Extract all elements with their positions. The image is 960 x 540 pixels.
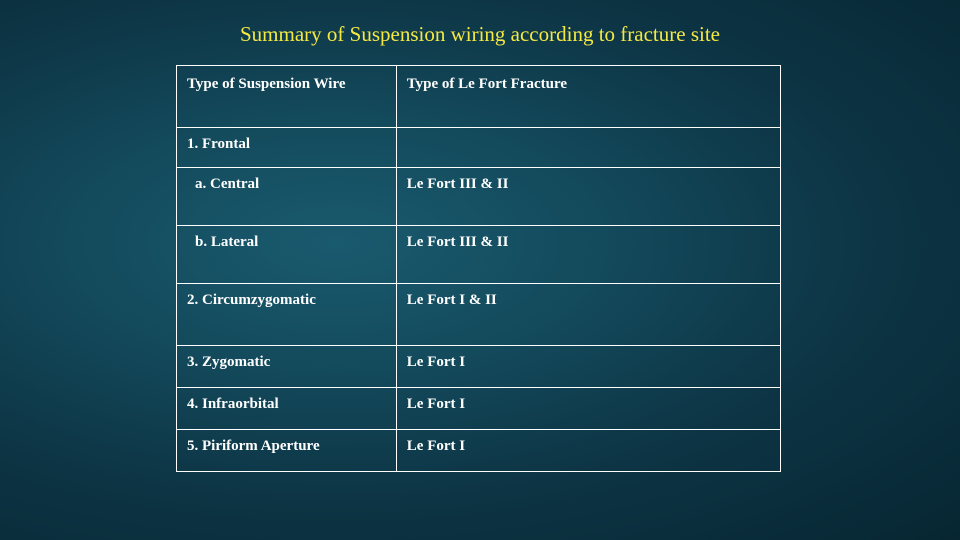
table-row: 4. InfraorbitalLe Fort I (177, 388, 781, 430)
table-header-row: Type of Suspension Wire Type of Le Fort … (177, 66, 781, 128)
table-row: 2. CircumzygomaticLe Fort I & II (177, 284, 781, 346)
cell-wire-type: 5. Piriform Aperture (177, 430, 397, 472)
cell-fracture-type: Le Fort III & II (396, 226, 780, 284)
cell-wire-type: 2. Circumzygomatic (177, 284, 397, 346)
cell-wire-type: 4. Infraorbital (177, 388, 397, 430)
table-row: 1. Frontal (177, 128, 781, 168)
cell-fracture-type (396, 128, 780, 168)
table-row: b. LateralLe Fort III & II (177, 226, 781, 284)
cell-wire-type: 1. Frontal (177, 128, 397, 168)
cell-fracture-type: Le Fort I (396, 430, 780, 472)
summary-table: Type of Suspension Wire Type of Le Fort … (176, 65, 781, 472)
cell-fracture-type: Le Fort I (396, 388, 780, 430)
cell-wire-type: a. Central (177, 168, 397, 226)
slide-title: Summary of Suspension wiring according t… (0, 0, 960, 65)
cell-fracture-type: Le Fort I & II (396, 284, 780, 346)
header-col2: Type of Le Fort Fracture (396, 66, 780, 128)
table-container: Type of Suspension Wire Type of Le Fort … (176, 65, 781, 472)
table-row: 5. Piriform ApertureLe Fort I (177, 430, 781, 472)
cell-fracture-type: Le Fort III & II (396, 168, 780, 226)
cell-wire-type: b. Lateral (177, 226, 397, 284)
table-body: 1. Frontala. CentralLe Fort III & IIb. L… (177, 128, 781, 472)
header-col1: Type of Suspension Wire (177, 66, 397, 128)
table-row: a. CentralLe Fort III & II (177, 168, 781, 226)
cell-wire-type: 3. Zygomatic (177, 346, 397, 388)
cell-fracture-type: Le Fort I (396, 346, 780, 388)
table-row: 3. ZygomaticLe Fort I (177, 346, 781, 388)
